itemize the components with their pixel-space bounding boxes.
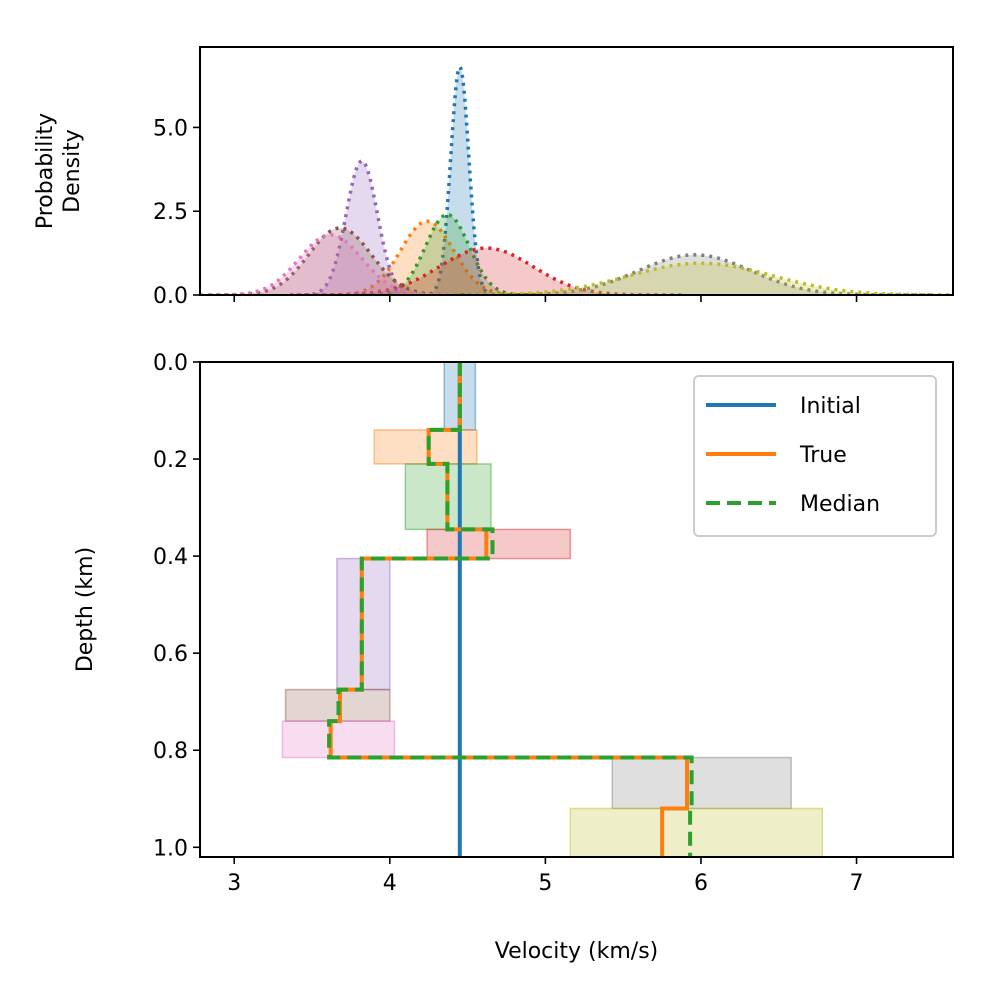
credible-box-4 [426,528,572,560]
density-curves [200,64,953,295]
bottom-ytick-label: 1.0 [153,836,188,861]
density-fill-6 [209,228,471,295]
credible-box-9 [569,807,824,858]
bottom-axes-frame [199,361,954,858]
bottom-ylabel: Depth (km) [73,547,98,672]
credible-boxes [281,361,824,858]
top-ylabel-line-1: Probability [33,113,58,229]
bottom-xtick-label: 5 [538,871,552,896]
top-ytick-label: 5.0 [153,116,188,141]
density-fill-7 [200,234,462,295]
bottom-xtick-label: 3 [227,871,241,896]
series-line-median [327,362,694,857]
density-curve-7 [200,232,462,295]
bottom-xtick-label: 7 [850,871,864,896]
credible-box-8 [611,756,792,810]
bottom-ytick-label: 0.2 [153,448,188,473]
legend: Initial True Median [693,375,937,537]
density-fill-1 [421,67,498,295]
top-axes-frame [199,46,954,296]
density-curve-2 [316,219,539,295]
credible-box-7 [281,720,396,759]
legend-label-initial: Initial [800,394,861,419]
top-ylabel-line-2: Density [60,129,85,213]
bottom-ytick-label: 0.4 [153,545,188,570]
top-ytick-label: 2.5 [153,200,188,225]
density-curve-1 [421,64,498,295]
top-ytick-label: 0.0 [153,284,188,309]
bottom-xtick-label: 4 [383,871,397,896]
legend-label-true: True [799,443,847,468]
bottom-ytick-label: 0.6 [153,642,188,667]
density-fill-4 [290,248,683,295]
bottom-ytick-label: 0.0 [153,351,188,376]
density-fill-5 [296,160,428,295]
density-fill-2 [316,221,539,295]
density-plot: 0.0 2.5 5.0 ProbabilityDensity [33,46,954,309]
legend-frame [693,375,937,537]
bottom-ytick-label: 0.8 [153,739,188,764]
density-fill-8 [459,254,930,295]
bottom-xlabel: Velocity (km/s) [495,939,659,964]
top-ylabel: ProbabilityDensity [33,113,85,229]
density-fill-3 [355,214,539,295]
density-curve-8 [459,253,930,295]
velocity-depth-plot: 3 4 5 6 7 0.0 0.2 0.4 0.6 0.8 1.0 Velocity (km/s) De… [73,351,954,964]
profile-lines [327,362,694,857]
bottom-xtick-label: 6 [694,871,708,896]
density-fill-9 [400,263,953,295]
legend-label-median: Median [800,492,880,517]
